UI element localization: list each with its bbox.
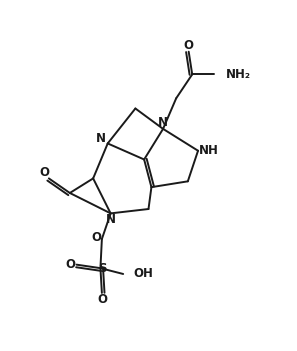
Text: O: O <box>40 166 50 179</box>
Text: N: N <box>106 213 116 226</box>
Text: NH: NH <box>199 144 219 157</box>
Text: O: O <box>184 39 194 52</box>
Text: NH₂: NH₂ <box>226 68 251 81</box>
Text: O: O <box>66 258 76 271</box>
Text: OH: OH <box>133 267 153 280</box>
Text: N: N <box>96 132 106 145</box>
Text: O: O <box>97 293 107 306</box>
Text: S: S <box>98 261 106 274</box>
Text: O: O <box>92 231 102 244</box>
Text: N: N <box>158 116 168 129</box>
